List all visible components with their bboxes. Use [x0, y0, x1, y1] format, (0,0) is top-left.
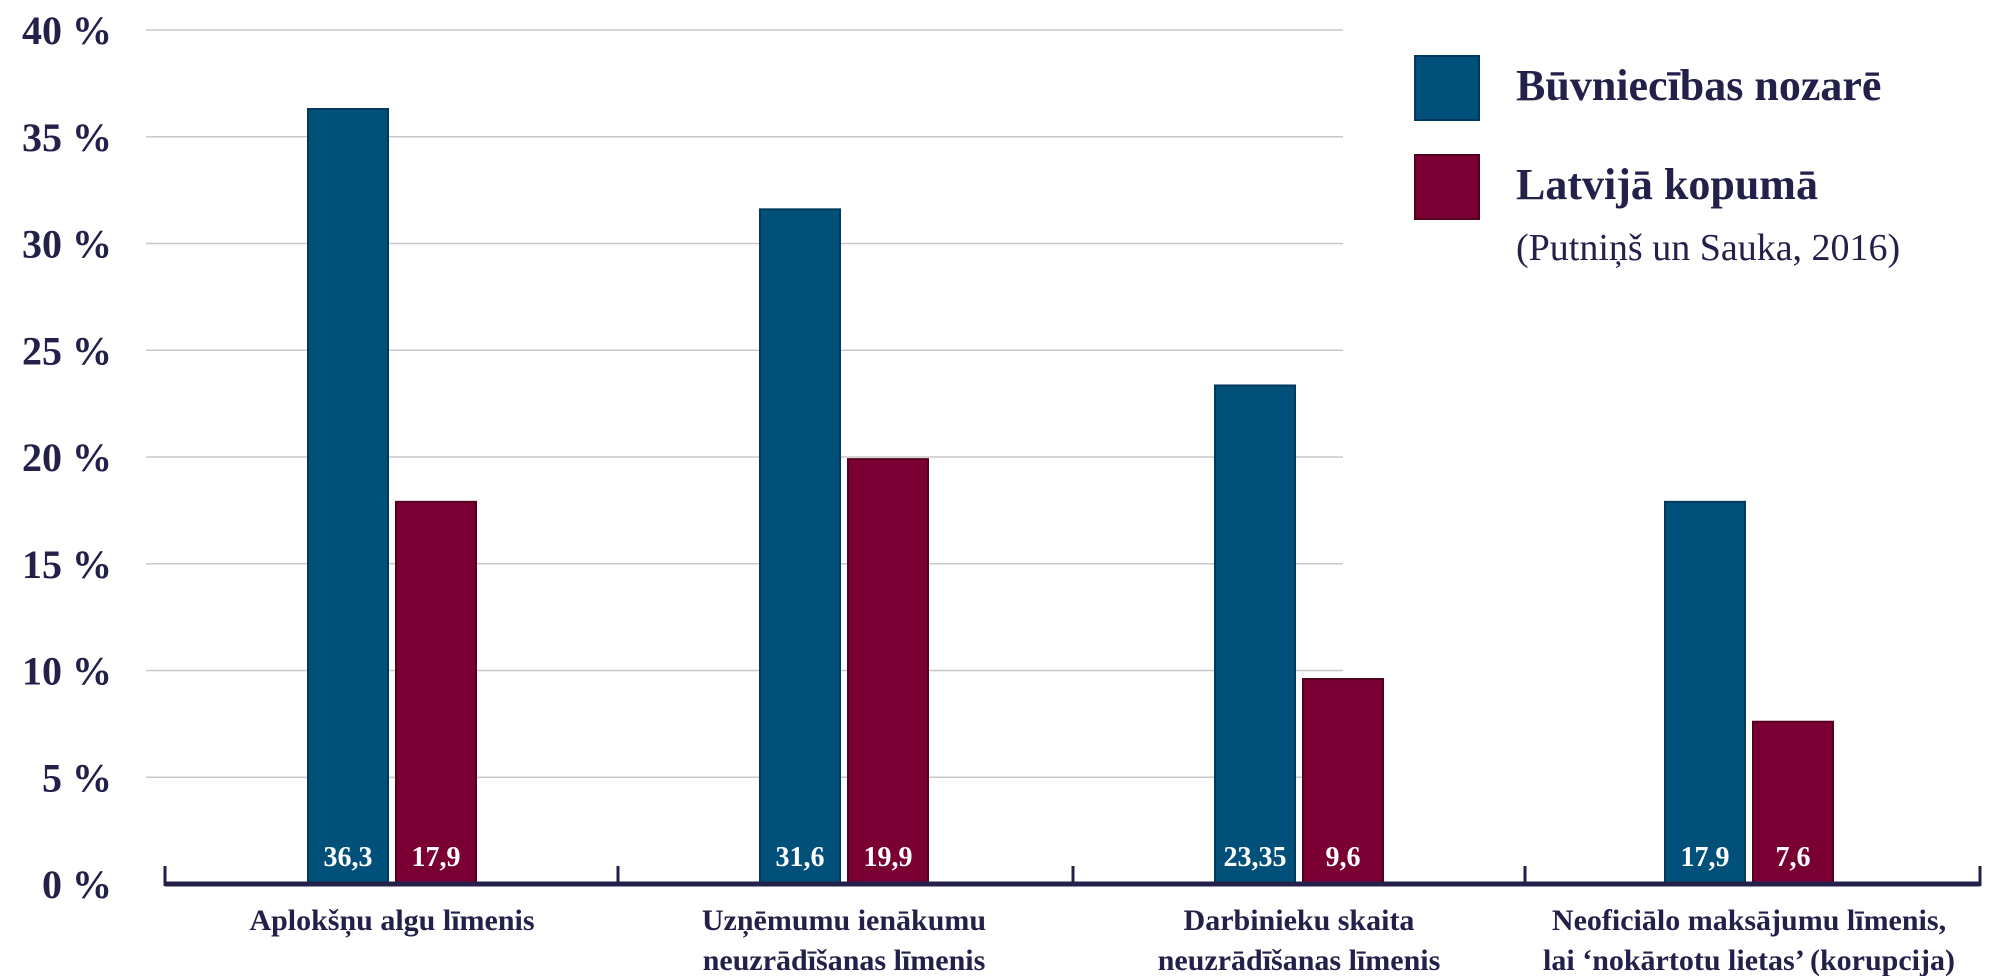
- bar-value-label: 31,6: [776, 842, 825, 873]
- category-label: neuzrādīšanas līmenis: [1158, 944, 1441, 976]
- bar-latvija-2: [1302, 678, 1384, 885]
- bar-value-label: 17,9: [1681, 842, 1730, 873]
- x-axis: [163, 866, 1982, 887]
- bar-latvija-1: [847, 458, 929, 885]
- bar-buvniecibas-1: [759, 208, 841, 885]
- bars: 36,3 31,6 23,35 17,9 17,9 19,9 9,6 7,6: [307, 107, 1834, 886]
- source-note: (Putniņš un Sauka, 2016): [1516, 227, 1900, 269]
- bar-buvniecibas-3: [1664, 500, 1746, 885]
- bar-latvija-0: [395, 500, 477, 885]
- legend-label: Būvniecības nozarē: [1516, 61, 1881, 110]
- legend-swatch: [1414, 154, 1480, 220]
- y-tick-label: 15 %: [22, 542, 112, 587]
- bar-value-label: 17,9: [412, 842, 461, 873]
- bar-buvniecibas-0: [307, 107, 389, 886]
- category-label: Darbinieku skaita: [1184, 904, 1415, 937]
- bar-value-label: 23,35: [1224, 842, 1287, 873]
- category-label: Aplokšņu algu līmenis: [249, 904, 534, 938]
- bar-value-label: 7,6: [1776, 842, 1811, 873]
- y-tick-label: 20 %: [22, 435, 112, 480]
- category-label: Neoficiālo maksājumu līmenis,: [1552, 904, 1946, 937]
- y-tick-label: 30 %: [22, 222, 112, 267]
- y-tick-label: 25 %: [22, 328, 112, 373]
- bar-value-label: 36,3: [324, 842, 373, 873]
- y-tick-label: 5 %: [42, 755, 112, 800]
- bar-buvniecibas-2: [1214, 384, 1296, 885]
- y-tick-label: 35 %: [22, 115, 112, 160]
- legend-swatch: [1414, 55, 1480, 121]
- category-label: lai ‘nokārtotu lietas’ (korupcija): [1543, 944, 1955, 976]
- category-label: Uzņēmumu ienākumu: [702, 904, 986, 938]
- y-tick-label: 0 %: [42, 862, 112, 907]
- y-axis-ticks: 0 % 5 % 10 % 15 % 20 % 25 % 30 % 35 % 40 %: [22, 8, 112, 907]
- legend-label: Latvijā kopumā: [1516, 160, 1818, 209]
- category-label: neuzrādīšanas līmenis: [703, 944, 986, 976]
- y-tick-label: 10 %: [22, 649, 112, 694]
- bar-value-label: 9,6: [1326, 842, 1361, 873]
- y-tick-label: 40 %: [22, 8, 112, 53]
- x-axis-category-labels: Aplokšņu algu līmenis Uzņēmumu ienākumu ne…: [249, 904, 1955, 976]
- legend: Būvniecības nozarē Latvijā kopumā (Putniņš…: [1414, 55, 1900, 269]
- bar-value-label: 19,9: [864, 842, 913, 873]
